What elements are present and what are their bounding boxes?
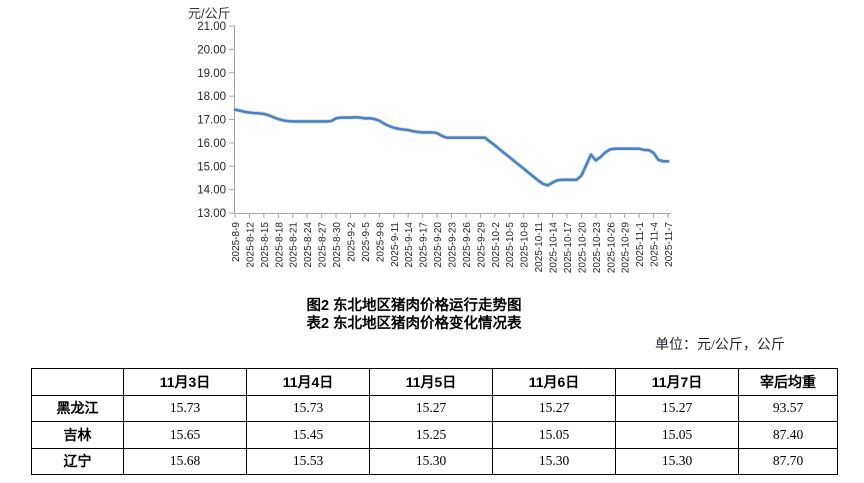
x-tick-label: 2025-9-23 <box>448 222 459 268</box>
x-tick-label: 2025-10-2 <box>491 222 502 268</box>
x-tick-label: 2025-10-5 <box>505 222 516 268</box>
x-tick-label: 2025-9-8 <box>375 222 386 262</box>
x-tick-label: 2025-9-5 <box>361 222 372 262</box>
y-tick-label: 14.00 <box>197 185 226 197</box>
x-tick-label: 2025-9-11 <box>390 222 401 267</box>
y-tick-label: 16.00 <box>197 138 226 150</box>
price-cell: 15.25 <box>369 421 493 449</box>
header-cell-date: 11月3日 <box>123 368 247 396</box>
x-tick-label: 2025-8-15 <box>260 222 271 268</box>
x-tick-label: 2025-8-27 <box>318 222 329 268</box>
table-row-heilongjiang: 黑龙江 15.73 15.73 15.27 15.27 15.27 93.57 <box>31 394 838 422</box>
price-cell: 15.27 <box>615 394 739 422</box>
price-cell: 15.27 <box>369 394 493 422</box>
x-tick-label: 2025-10-14 <box>549 222 560 274</box>
price-cell: 15.45 <box>246 421 370 449</box>
y-tick-label: 15.00 <box>197 161 226 173</box>
price-cell: 15.73 <box>123 394 247 422</box>
x-tick-label: 2025-11-7 <box>664 222 675 267</box>
header-cell-blank <box>31 368 124 396</box>
table-unit-note: 单位：元/公斤，公斤 <box>655 338 785 353</box>
x-tick-label: 2025-9-20 <box>433 222 444 268</box>
table-row-jilin: 吉林 15.65 15.45 15.25 15.05 15.05 87.40 <box>31 421 838 449</box>
y-tick-label: 19.00 <box>197 68 226 80</box>
x-tick-label: 2025-10-26 <box>606 222 617 274</box>
y-tick-label: 20.00 <box>197 44 226 56</box>
price-cell: 15.30 <box>369 447 493 475</box>
x-tick-label: 2025-9-2 <box>346 222 357 262</box>
titles-block: 图2 东北地区猪肉价格运行走势图 表2 东北地区猪肉价格变化情况表 <box>204 297 624 333</box>
y-tick-label: 18.00 <box>197 91 226 103</box>
x-tick-label: 2025-9-26 <box>462 222 473 268</box>
price-cell: 15.65 <box>123 421 247 449</box>
header-cell-date: 11月6日 <box>492 368 616 396</box>
x-tick-label: 2025-9-29 <box>476 222 487 268</box>
price-cell: 15.30 <box>492 447 616 475</box>
y-tick-label: 13.00 <box>197 208 226 220</box>
x-tick-label: 2025-8-21 <box>289 222 300 268</box>
header-cell-date: 11月7日 <box>615 368 739 396</box>
price-line <box>233 108 670 187</box>
price-cell: 15.73 <box>246 394 370 422</box>
table-header-row: 11月3日 11月4日 11月5日 11月6日 11月7日 宰后均重 <box>31 368 838 396</box>
y-tick-label: 17.00 <box>197 115 226 127</box>
x-tick-label: 2025-11-4 <box>650 222 661 267</box>
price-cell: 15.30 <box>615 447 739 475</box>
table-title: 表2 东北地区猪肉价格变化情况表 <box>306 316 522 332</box>
price-cell: 15.05 <box>615 421 739 449</box>
table-row-liaoning: 辽宁 15.68 15.53 15.30 15.30 15.30 87.70 <box>31 447 838 475</box>
price-cell: 15.27 <box>492 394 616 422</box>
x-tick-label: 2025-9-17 <box>419 222 430 268</box>
x-tick-label: 2025-10-17 <box>563 222 574 274</box>
x-tick-label: 2025-8-12 <box>245 222 256 268</box>
x-tick-label: 2025-8-18 <box>274 222 285 268</box>
price-trend-chart: 21.00 20.00 19.00 18.00 17.00 16.00 15.00 14.00… <box>197 21 675 274</box>
price-cell: 15.05 <box>492 421 616 449</box>
x-tick-label: 2025-10-29 <box>621 222 632 274</box>
weight-cell: 87.70 <box>738 447 838 475</box>
y-tick-label: 21.00 <box>197 21 226 33</box>
x-tick-label: 2025-10-20 <box>577 222 588 274</box>
weight-cell: 93.57 <box>738 394 838 422</box>
price-table: 11月3日 11月4日 11月5日 11月6日 11月7日 宰后均重 黑龙江 1… <box>31 368 838 475</box>
x-tick-label: 2025-10-23 <box>592 222 603 274</box>
header-cell-weight: 宰后均重 <box>738 368 838 396</box>
x-tick-label: 2025-8-24 <box>303 222 314 268</box>
row-label: 辽宁 <box>31 447 124 475</box>
row-label: 吉林 <box>31 421 124 449</box>
price-cell: 15.53 <box>246 447 370 475</box>
chart-area: 21.00 20.00 19.00 18.00 17.00 16.00 15.00 14.00… <box>197 21 675 274</box>
header-cell-date: 11月5日 <box>369 368 493 396</box>
y-axis-unit-label: 元/公斤 <box>188 6 231 21</box>
x-tick-label: 2025-10-11 <box>534 222 545 273</box>
x-tick-label: 2025-8-9 <box>231 222 242 262</box>
weight-cell: 87.40 <box>738 421 838 449</box>
x-tick-label: 2025-10-8 <box>520 222 531 268</box>
x-tick-label: 2025-11-1 <box>635 222 646 267</box>
header-cell-date: 11月4日 <box>246 368 370 396</box>
row-label: 黑龙江 <box>31 394 124 422</box>
x-tick-label: 2025-8-30 <box>332 222 343 268</box>
figure-title: 图2 东北地区猪肉价格运行走势图 <box>306 298 522 314</box>
price-cell: 15.68 <box>123 447 247 475</box>
x-tick-label: 2025-9-14 <box>404 222 415 268</box>
